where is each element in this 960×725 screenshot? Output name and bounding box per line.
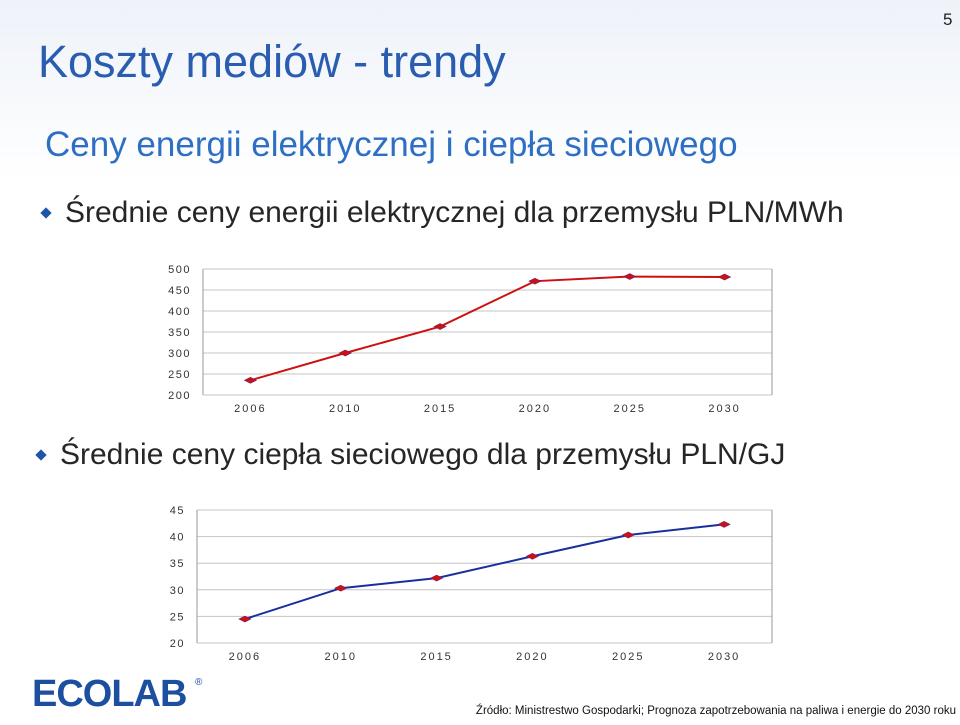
chart1-y-tick-label: 200 bbox=[168, 390, 191, 402]
chart2-x-tick-label: 2006 bbox=[229, 651, 261, 663]
chart2-data-point bbox=[717, 521, 731, 528]
slide-subtitle: Ceny energii elektrycznej i ciepła sieci… bbox=[45, 125, 738, 164]
chart2-y-tick-label: 35 bbox=[170, 558, 185, 570]
electricity-price-chart: 500 450 400 350 300 250 200 2006 2010 2015 2020 202… bbox=[168, 264, 773, 415]
slide-number: 5 bbox=[943, 10, 953, 29]
chart1-y-tick-label: 350 bbox=[168, 327, 191, 339]
chart2-x-tick-label: 2025 bbox=[612, 651, 644, 663]
chart1-x-tick-label: 2006 bbox=[234, 403, 266, 415]
chart1-data-point bbox=[717, 273, 732, 281]
chart2-y-tick-label: 25 bbox=[170, 611, 185, 623]
chart1-y-tick-label: 300 bbox=[168, 348, 191, 360]
chart2-y-tick-label: 45 bbox=[170, 505, 185, 517]
chart2-x-tick-label: 2010 bbox=[325, 651, 357, 663]
chart1-data-point bbox=[243, 376, 258, 384]
chart1-x-tick-label: 2020 bbox=[519, 403, 551, 415]
logo-text: ECOLAB bbox=[32, 673, 186, 715]
chart2-y-tick-label: 30 bbox=[170, 585, 185, 597]
chart2-data-point bbox=[525, 552, 540, 560]
chart1-x-tick-label: 2030 bbox=[708, 403, 740, 415]
ecolab-logo: ECOLAB ® bbox=[32, 673, 203, 715]
source-note: Źródło: Ministrestwo Gospodarki; Prognoz… bbox=[475, 705, 956, 717]
chart2-data-point bbox=[334, 584, 348, 592]
heat-price-chart: 45 40 35 30 25 20 2006 2010 2015 2020 2025 2030 bbox=[170, 505, 773, 663]
chart1-y-tick-label: 500 bbox=[168, 264, 191, 276]
bullet-electricity-text: Średnie ceny energii elektrycznej dla pr… bbox=[65, 196, 844, 229]
chart1-x-tick-label: 2015 bbox=[424, 403, 456, 415]
chart2-data-point bbox=[238, 615, 252, 623]
bullet-heat: Średnie ceny ciepła sieciowego dla przem… bbox=[35, 438, 786, 472]
chart1-data-point bbox=[528, 277, 542, 285]
chart1-y-tick-label: 250 bbox=[168, 369, 191, 381]
chart1-data-point bbox=[433, 323, 447, 330]
diamond-bullet-icon bbox=[35, 449, 47, 461]
logo-mark: ® bbox=[195, 677, 203, 688]
chart1-data-point bbox=[623, 273, 637, 280]
chart1-series-line bbox=[250, 275, 725, 382]
chart1-x-tick-label: 2010 bbox=[329, 403, 361, 415]
slide-title: Koszty mediów - trendy bbox=[38, 36, 506, 87]
chart2-data-point bbox=[621, 531, 635, 539]
chart1-data-point bbox=[338, 349, 352, 357]
bullet-electricity: Średnie ceny energii elektrycznej dla pr… bbox=[40, 196, 844, 230]
chart2-y-tick-label: 20 bbox=[170, 638, 185, 650]
bullet-heat-text: Średnie ceny ciepła sieciowego dla przem… bbox=[60, 438, 786, 471]
chart2-x-tick-label: 2015 bbox=[420, 651, 452, 663]
chart1-x-tick-label: 2025 bbox=[614, 403, 646, 415]
chart2-data-point bbox=[429, 574, 444, 582]
chart2-series-line bbox=[244, 523, 725, 621]
chart2-x-tick-label: 2020 bbox=[516, 651, 548, 663]
chart1-y-tick-label: 400 bbox=[168, 306, 191, 318]
background-gradient bbox=[0, 0, 960, 180]
chart2-y-tick-label: 40 bbox=[170, 532, 185, 544]
diamond-bullet-icon bbox=[40, 207, 52, 219]
chart1-y-tick-label: 450 bbox=[168, 285, 191, 297]
chart2-x-tick-label: 2030 bbox=[708, 651, 740, 663]
